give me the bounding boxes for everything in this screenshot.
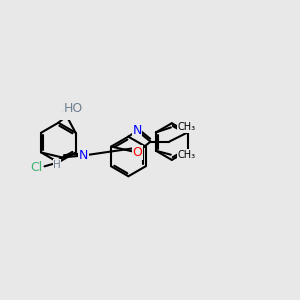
- Text: Cl: Cl: [30, 161, 43, 174]
- Text: CH₃: CH₃: [178, 150, 196, 160]
- Text: HO: HO: [64, 102, 83, 116]
- Text: H: H: [53, 160, 61, 170]
- Text: CH₃: CH₃: [178, 122, 196, 133]
- Text: O: O: [132, 146, 142, 159]
- Text: N: N: [79, 149, 88, 162]
- Text: N: N: [133, 124, 142, 137]
- Text: Cl: Cl: [61, 106, 73, 119]
